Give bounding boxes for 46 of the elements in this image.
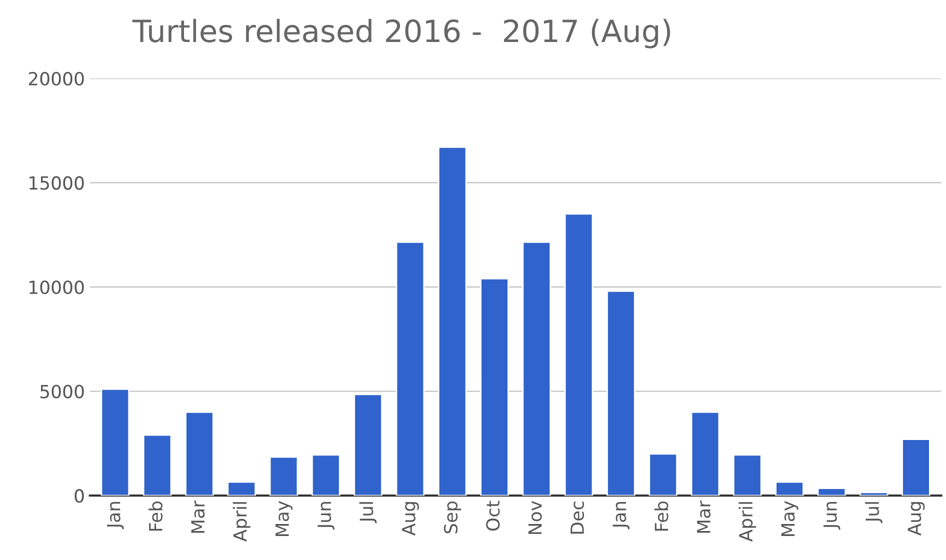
bar	[480, 278, 509, 496]
bar	[817, 488, 846, 496]
y-tick-label: 15000	[30, 176, 84, 190]
x-tick-label: Jul	[359, 502, 377, 524]
bar	[354, 394, 382, 496]
bar	[775, 481, 804, 496]
x-tick-label: Aug	[402, 502, 419, 536]
bar	[606, 290, 636, 496]
y-tick-label: 5000	[40, 384, 84, 398]
x-tick-label: Feb	[148, 501, 163, 531]
x-tick-label: May	[781, 501, 798, 536]
bar	[859, 492, 888, 496]
x-tick-label: Dec	[570, 502, 584, 534]
x-tick-label: Jul	[865, 502, 882, 524]
bar	[100, 388, 130, 496]
x-tick-label: Jun	[824, 502, 840, 530]
bar	[312, 454, 340, 496]
x-tick-label: Aug	[908, 502, 925, 536]
bar	[142, 434, 172, 496]
bar	[648, 453, 678, 496]
bar	[438, 146, 467, 496]
x-tick-label: Nov	[528, 501, 542, 534]
y-tick-label: 10000	[30, 280, 84, 294]
bar	[269, 456, 298, 496]
x-tick-label: April	[738, 502, 756, 542]
x-tick-label: Jan	[612, 502, 630, 530]
x-tick-label: April	[232, 502, 250, 542]
y-tick-label: 20000	[28, 72, 84, 86]
x-tick-label: Feb	[654, 501, 668, 531]
x-tick-label: Mar	[191, 500, 205, 533]
x-tick-label: Sep	[444, 501, 462, 534]
bar	[396, 241, 425, 496]
bar	[690, 411, 720, 496]
bar	[564, 213, 594, 496]
bar	[732, 454, 762, 496]
x-tick-label: Oct	[486, 500, 500, 531]
bar	[902, 438, 930, 496]
x-tick-label: Mar	[697, 500, 710, 533]
chart-title: Turtles released 2016 - 2017 (Aug)	[132, 18, 670, 48]
x-tick-label: May	[276, 501, 292, 536]
x-tick-label: Jun	[318, 502, 334, 530]
bar	[227, 481, 256, 496]
bar	[522, 241, 552, 496]
bar	[185, 411, 214, 496]
x-tick-label: Jan	[106, 502, 124, 530]
y-tick-label: 0	[74, 489, 84, 503]
